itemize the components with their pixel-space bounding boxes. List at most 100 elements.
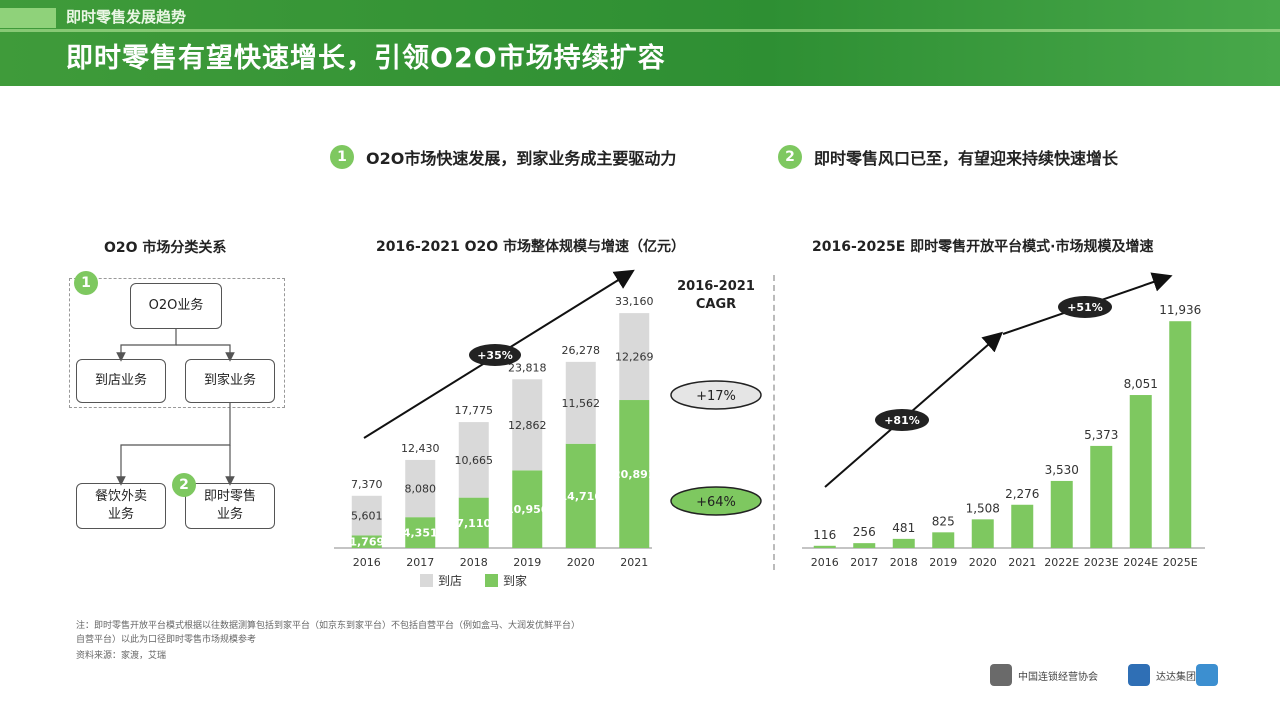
x-tick-label: 2020 [969,556,997,569]
cagr-title-line1: 2016-2021 [677,279,755,294]
x-tick-label: 2018 [890,556,918,569]
bar [813,545,836,548]
home-business-node: 到家业务 [185,359,275,403]
bar-store [619,313,650,401]
trend-label: +35% [477,349,513,362]
bar-value-label: 3,530 [1045,463,1079,477]
o2o-group-box [69,278,285,408]
home-value-label: 4,351 [403,527,438,540]
trend-label-1: +81% [884,414,920,427]
x-tick-label: 2016 [811,556,839,569]
point-number-badge: 1 [330,145,354,169]
x-tick-label: 2022E [1044,556,1079,569]
panel-divider [773,275,775,570]
key-point-2: 2 即时零售风口已至，有望迎来持续快速增长 [778,145,1118,169]
page-title: 即时零售有望快速增长，引领O2O市场持续扩容 [66,43,666,74]
x-tick-label: 2024E [1123,556,1158,569]
x-tick-label: 2018 [460,556,488,569]
store-value-label: 12,269 [615,351,654,364]
x-tick-label: 2017 [406,556,434,569]
point-number-badge: 2 [778,145,802,169]
store-value-label: 5,601 [351,510,383,523]
total-value-label: 26,278 [562,344,601,357]
source-note: 资料来源：家渡，艾瑞 [76,651,167,661]
bar-value-label: 481 [892,521,915,535]
legend-swatch-home [485,574,498,587]
trend-badge-1 [875,409,929,431]
bar-store [405,459,436,518]
key-point-1: 1 O2O市场快速发展，到家业务成主要驱动力 [330,145,676,169]
instant-retail-chart: 116 2016 256 2017 481 2018 825 2019 1,508 2020 2,2… [802,272,1205,569]
bar-home [565,443,596,548]
trend-label-2: +51% [1067,301,1103,314]
home-value-label: 7,110 [456,517,491,530]
total-value-label: 17,775 [455,404,494,417]
bar-home [512,470,543,548]
x-tick-label: 2019 [929,556,957,569]
diagram-badge-2: 2 [172,473,196,497]
bar-home [458,497,489,548]
x-tick-label: 2016 [353,556,381,569]
trend-badge-2 [1058,296,1112,318]
bar [1050,480,1073,548]
bar-store [458,422,489,498]
bar-value-label: 2,276 [1005,487,1039,501]
bar [853,543,876,548]
bar-value-label: 116 [813,528,836,542]
bar [971,519,994,548]
logo-association: 中国连锁经营协会 [990,664,1098,686]
bar-value-label: 5,373 [1084,428,1118,442]
bar [1169,321,1192,548]
bar-value-label: 825 [932,514,955,528]
bar-value-label: 8,051 [1124,377,1158,391]
third-logo-icon [1196,664,1218,686]
store-value-label: 10,665 [455,454,494,467]
bar [1011,504,1034,548]
association-logo-icon [990,664,1012,686]
total-value-label: 12,430 [401,442,440,455]
cagr-title-line2: CAGR [696,297,736,312]
bar-home [619,400,650,548]
bar-home [405,517,436,548]
store-business-node: 到店业务 [76,359,166,403]
cagr-store-label: +17% [696,389,736,404]
header-separator [0,29,1280,32]
x-tick-label: 2020 [567,556,595,569]
total-value-label: 23,818 [508,361,547,374]
home-value-label: 20,891 [613,468,655,481]
header-accent-bar [0,8,56,28]
x-tick-label: 2019 [513,556,541,569]
logo-dada: 达达集团 [1128,664,1196,686]
key-point-text: 即时零售风口已至，有望迎来持续快速增长 [814,149,1119,168]
cagr-home-label: +64% [696,495,736,510]
dada-logo-icon [1128,664,1150,686]
x-tick-label: 2023E [1084,556,1119,569]
food-delivery-node: 餐饮外卖业务 [76,483,166,529]
o2o-business-node: O2O业务 [130,283,222,329]
bar [1090,445,1113,548]
bar [1129,395,1152,548]
store-value-label: 12,862 [508,419,547,432]
o2o-market-chart: 1,769 5,601 7,370 2016 4,351 8,080 12,430 2017 7… [334,269,762,588]
cagr-store-badge [670,380,762,410]
bar-store [351,495,382,536]
footnote-1: 注：即时零售开放平台模式根据以往数据测算包括到家平台（如京东到家平台）不包括自营… [76,621,581,631]
x-tick-label: 2017 [850,556,878,569]
diagram-title: O2O 市场分类关系 [104,240,227,256]
chart1-title: 2016-2021 O2O 市场整体规模与增速（亿元） [376,239,686,255]
logo-third [1196,664,1224,686]
home-value-label: 14,716 [560,490,603,503]
cagr-home-badge [670,486,762,516]
bar-home [351,535,382,548]
bar [892,538,915,548]
total-value-label: 7,370 [351,478,383,491]
legend-label-home: 到家 [503,573,527,588]
trend-badge [469,344,521,366]
diagram-badge-1: 1 [74,271,98,295]
home-value-label: 1,769 [349,536,384,549]
bar [932,532,955,548]
bar-value-label: 1,508 [966,501,1000,515]
total-value-label: 33,160 [615,295,654,308]
header-banner: 即时零售发展趋势 即时零售有望快速增长，引领O2O市场持续扩容 [0,0,1280,86]
x-tick-label: 2021 [620,556,648,569]
